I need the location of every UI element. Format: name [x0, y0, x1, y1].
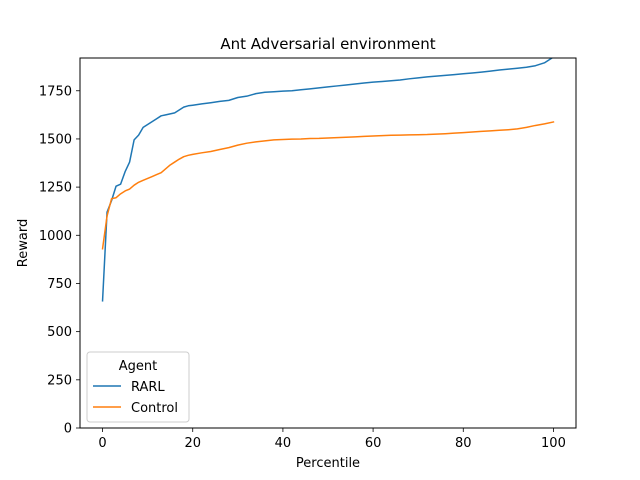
series-line-control: [101, 121, 555, 250]
y-tick-label: 1250: [39, 181, 72, 196]
y-tick-label: 750: [47, 277, 72, 292]
y-tick-label: 0: [64, 422, 72, 437]
plot-frame: [79, 57, 577, 429]
legend: Agent RARL Control: [86, 351, 190, 423]
x-axis-label: Percentile: [296, 456, 360, 471]
legend-box: [86, 351, 190, 423]
legend-label-rarl: RARL: [131, 380, 165, 395]
y-tick-label: 500: [47, 325, 72, 340]
x-tick-label: 100: [541, 436, 566, 451]
series-layer: [101, 58, 555, 302]
x-tick-label: 80: [455, 436, 472, 451]
legend-label-control: Control: [131, 401, 178, 416]
y-axis-label: Reward: [16, 219, 31, 267]
y-axis-ticks: 0 250 500 750 1000 1250 1500 1750: [39, 84, 80, 437]
y-tick-label: 1750: [39, 84, 72, 99]
x-tick-label: 0: [98, 436, 106, 451]
y-tick-label: 1500: [39, 132, 72, 147]
x-axis-ticks: 0 20 40 60 80 100: [98, 428, 566, 451]
x-tick-label: 60: [365, 436, 382, 451]
y-tick-label: 1000: [39, 229, 72, 244]
x-tick-label: 20: [184, 436, 201, 451]
x-tick-label: 40: [275, 436, 292, 451]
y-tick-label: 250: [47, 373, 72, 388]
series-line-rarl: [101, 58, 554, 302]
legend-title: Agent: [119, 359, 157, 374]
chart-title: Ant Adversarial environment: [220, 35, 435, 53]
